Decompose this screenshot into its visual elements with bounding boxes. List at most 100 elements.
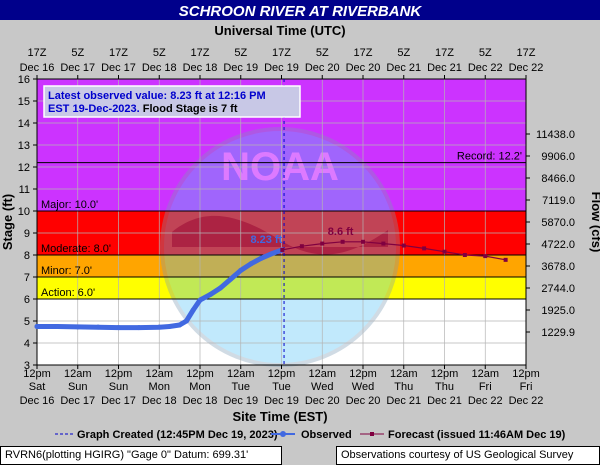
x-axis-label: Site Time (EST)	[232, 409, 327, 424]
info-box-flood-stage: Flood Stage is 7 ft	[140, 103, 238, 115]
stage-tick-label-11: 14	[18, 118, 30, 130]
utc-tick-time-5: 5Z	[234, 47, 247, 59]
site-tick-day-10: Thu	[435, 381, 454, 393]
forecast-crest-label: 8.6 ft	[328, 226, 354, 238]
utc-tick-date-12: Dec 22	[509, 62, 544, 74]
site-tick-date-5: Dec 19	[223, 395, 258, 407]
observed-point-13	[217, 285, 223, 291]
noaa-watermark: NOAA	[160, 127, 400, 367]
observed-point-15	[238, 267, 244, 273]
site-tick-day-9: Thu	[394, 381, 413, 393]
legend-forecast-marker	[370, 432, 374, 436]
observed-point-3	[95, 324, 101, 330]
series-layer	[34, 239, 508, 331]
site-tick-day-4: Mon	[189, 381, 210, 393]
site-tick-date-4: Dec 18	[183, 395, 218, 407]
utc-tick-date-9: Dec 21	[386, 62, 421, 74]
legend-observed-marker	[280, 431, 286, 437]
site-tick-date-2: Dec 17	[101, 395, 136, 407]
utc-tick-date-11: Dec 22	[468, 62, 503, 74]
site-tick-day-8: Wed	[352, 381, 374, 393]
forecast-point-10	[483, 254, 488, 259]
site-tick-date-6: Dec 19	[264, 395, 299, 407]
flow-tick-label-1: 1925.0	[541, 305, 575, 317]
observed-value-label: 8.23 ft	[250, 234, 282, 246]
site-tick-date-12: Dec 22	[509, 395, 544, 407]
stage-tick-label-3: 6	[24, 294, 30, 306]
threshold-label-major: Major: 10.0'	[41, 199, 98, 211]
observed-point-12	[207, 292, 213, 298]
threshold-label-record: Record: 12.2'	[457, 151, 522, 163]
flow-tick-label-8: 9906.0	[541, 151, 575, 163]
site-tick-day-1: Sun	[68, 381, 88, 393]
site-tick-time-8: 12pm	[349, 368, 377, 380]
stage-tick-label-5: 8	[24, 250, 30, 262]
flow-tick-label-2: 2744.0	[541, 283, 575, 295]
observed-point-18	[268, 251, 274, 257]
utc-tick-time-3: 5Z	[153, 47, 166, 59]
site-tick-day-7: Wed	[311, 381, 333, 393]
flow-tick-label-6: 7119.0	[542, 195, 575, 207]
observed-point-9	[183, 318, 189, 324]
flow-tick-label-7: 8466.0	[541, 173, 575, 185]
site-tick-day-5: Tue	[231, 381, 250, 393]
site-tick-time-7: 12am	[308, 368, 336, 380]
stage-tick-label-13: 16	[18, 74, 30, 86]
utc-tick-date-1: Dec 17	[60, 62, 95, 74]
legend-observed: Observed	[301, 429, 352, 441]
utc-axis: 17Z Dec 16 5Z Dec 17 17Z Dec 17 5Z Dec 18 17Z Dec…	[20, 47, 544, 79]
flow-tick-label-3: 3678.0	[541, 261, 575, 273]
info-box-line1: Latest observed value: 8.23 ft at 12:16 …	[48, 90, 266, 102]
stage-tick-label-1: 4	[24, 338, 30, 350]
flow-tick-label-5: 5870.0	[541, 217, 575, 229]
forecast-line	[282, 241, 506, 261]
site-tick-time-12: 12pm	[512, 368, 540, 380]
legend-graph-created: Graph Created (12:45PM Dec 19, 2023)	[77, 429, 278, 441]
site-tick-day-2: Sun	[109, 381, 129, 393]
site-tick-date-8: Dec 20	[346, 395, 381, 407]
observed-point-0	[34, 324, 40, 329]
utc-tick-time-11: 5Z	[479, 47, 492, 59]
observed-point-5	[136, 325, 142, 331]
title-bar	[0, 0, 600, 20]
stage-tick-label-10: 13	[18, 140, 30, 152]
stage-tick-label-7: 10	[18, 206, 30, 218]
flow-tick-label-9: 11438.0	[536, 129, 575, 141]
info-box-line2: EST 19-Dec-2023. Flood Stage is 7 ft	[48, 103, 238, 115]
threshold-label-moderate: Moderate: 8.0'	[41, 243, 111, 255]
utc-tick-date-7: Dec 20	[305, 62, 340, 74]
site-tick-date-9: Dec 21	[386, 395, 421, 407]
site-tick-time-2: 12pm	[105, 368, 133, 380]
legend: Graph Created (12:45PM Dec 19, 2023) Obs…	[55, 429, 566, 441]
utc-tick-time-9: 5Z	[397, 47, 410, 59]
utc-tick-time-6: 17Z	[272, 47, 291, 59]
forecast-point-5	[381, 241, 386, 246]
stage-tick-label-9: 12	[18, 162, 30, 174]
forecast-point-1	[299, 244, 304, 249]
y2-axis-label: Flow (cfs)	[589, 192, 600, 253]
stage-tick-label-6: 9	[24, 228, 30, 240]
site-tick-day-3: Mon	[149, 381, 170, 393]
stage-tick-label-0: 3	[24, 360, 30, 372]
forecast-point-8	[442, 249, 447, 254]
observed-point-4	[116, 325, 121, 331]
site-tick-time-9: 12am	[390, 368, 418, 380]
site-tick-time-1: 12am	[64, 368, 92, 380]
legend-forecast: Forecast (issued 11:46AM Dec 19)	[388, 429, 566, 441]
forecast-point-3	[340, 239, 345, 244]
site-tick-time-3: 12am	[145, 368, 173, 380]
threshold-label-action: Action: 6.0'	[41, 287, 95, 299]
stage-axis: 3 4 5 6 7 8 9 10 11 12 13 14 15 16	[18, 74, 37, 372]
utc-tick-date-3: Dec 18	[142, 62, 177, 74]
site-tick-time-4: 12pm	[186, 368, 214, 380]
info-box	[43, 85, 301, 118]
site-tick-date-7: Dec 20	[305, 395, 340, 407]
utc-tick-time-2: 17Z	[109, 47, 128, 59]
forecast-point-4	[361, 239, 365, 244]
stage-tick-label-8: 11	[19, 184, 30, 196]
observed-point-6	[156, 324, 162, 330]
flow-tick-label-0: 1229.9	[541, 327, 575, 339]
footer-datum: RVRN6(plotting HGIRG) "Gage 0" Datum: 69…	[0, 446, 282, 465]
footer-credit: Observations courtesy of US Geological S…	[336, 446, 600, 465]
